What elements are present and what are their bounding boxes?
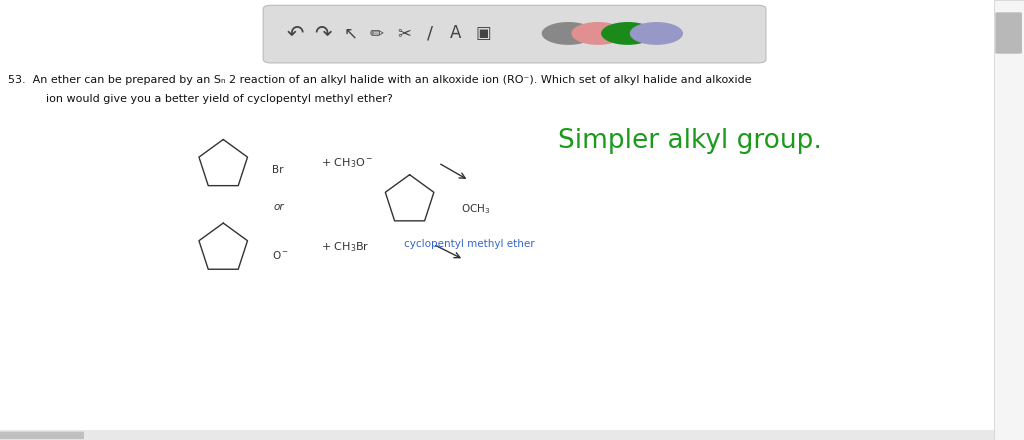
Text: ▣: ▣ (475, 25, 492, 42)
Circle shape (571, 22, 625, 45)
Text: ✂: ✂ (397, 25, 412, 42)
FancyBboxPatch shape (994, 0, 1024, 440)
Text: cyclopentyl methyl ether: cyclopentyl methyl ether (404, 239, 536, 249)
Text: Simpler alkyl group.: Simpler alkyl group. (558, 128, 822, 154)
Circle shape (601, 22, 654, 45)
Text: + CH$_3$O$^-$: + CH$_3$O$^-$ (321, 156, 373, 170)
Text: or: or (273, 202, 284, 212)
FancyBboxPatch shape (0, 432, 84, 439)
Text: ↶: ↶ (286, 23, 304, 44)
Text: /: / (427, 25, 433, 42)
Circle shape (630, 22, 683, 45)
Text: ✏: ✏ (370, 25, 384, 42)
FancyBboxPatch shape (0, 430, 994, 440)
Text: 53.  An ether can be prepared by an Sₙ 2 reaction of an alkyl halide with an alk: 53. An ether can be prepared by an Sₙ 2 … (8, 75, 752, 85)
Text: A: A (450, 25, 462, 42)
Text: ion would give you a better yield of cyclopentyl methyl ether?: ion would give you a better yield of cyc… (46, 94, 393, 104)
Text: ↷: ↷ (313, 23, 332, 44)
Text: ↖: ↖ (343, 25, 357, 42)
FancyBboxPatch shape (995, 12, 1022, 54)
Circle shape (542, 22, 595, 45)
Text: + CH$_3$Br: + CH$_3$Br (321, 240, 369, 254)
Text: OCH$_3$: OCH$_3$ (461, 202, 490, 216)
Text: Br: Br (272, 165, 284, 175)
FancyBboxPatch shape (263, 5, 766, 63)
Text: O$^-$: O$^-$ (272, 249, 290, 261)
